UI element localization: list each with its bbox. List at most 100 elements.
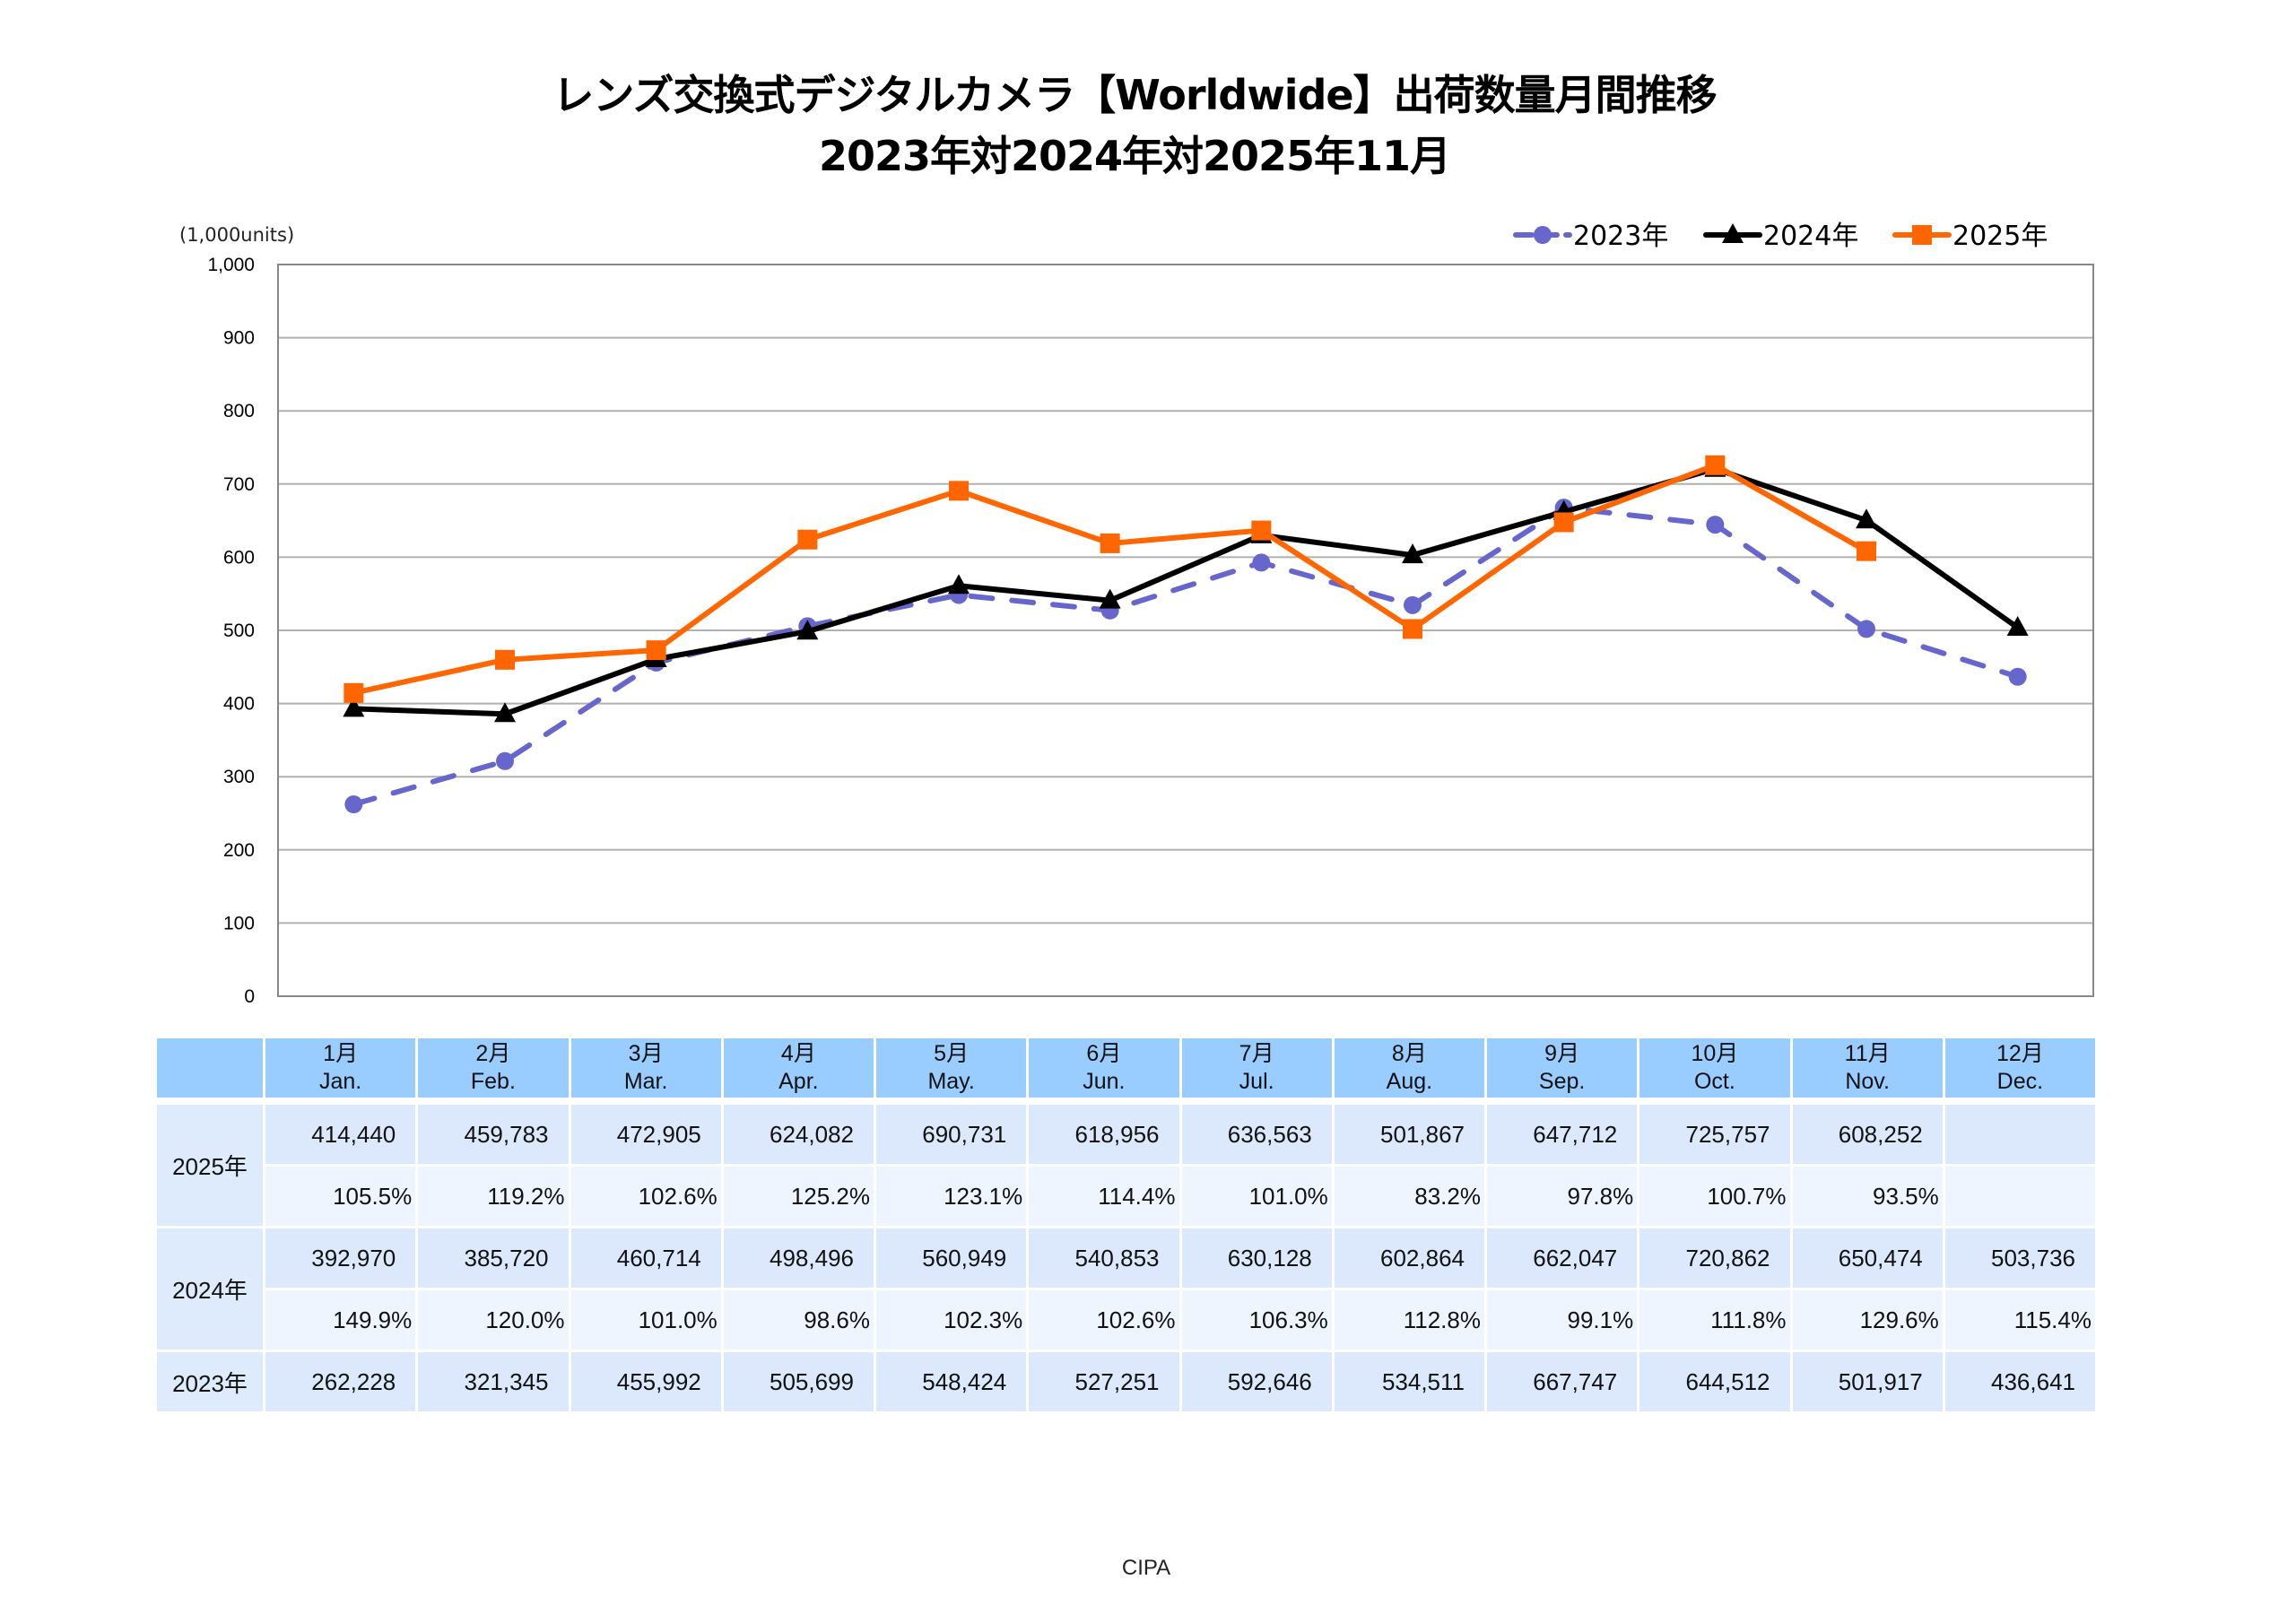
shipment-value-cell: 644,512 [1639,1352,1790,1411]
series-line [352,462,1868,696]
series-lines [343,455,2029,814]
data-point-triangle [1099,588,1121,609]
data-point-triangle [2006,615,2029,636]
month-en: Jul. [1239,1069,1274,1094]
shipment-value-cell: 725,757 [1639,1105,1790,1164]
yoy-percent-cell: 114.4% [1029,1167,1179,1226]
shipment-value-cell: 455,992 [570,1352,721,1411]
y-tick-label: 900 [223,328,255,349]
chart-title: レンズ交換式デジタルカメラ【Worldwide】出荷数量月間推移 [552,71,1717,119]
shipment-value-cell: 414,440 [265,1105,416,1164]
y-tick-label: 300 [223,767,255,787]
yoy-percent-cell: 112.8% [1334,1290,1484,1350]
yoy-percent-cell: 101.0% [1181,1167,1332,1226]
shipment-value-cell: 647,712 [1487,1105,1638,1164]
data-point-square [1403,619,1422,639]
source-label: CIPA [1121,1556,1171,1580]
data-point-square [344,682,364,703]
yoy-percent-cell [1944,1167,2095,1226]
month-en: Jan. [318,1069,362,1094]
shipment-value-cell: 650,474 [1792,1228,1943,1288]
yoy-percent-cell: 99.1% [1487,1290,1638,1350]
month-jp: 2月 [475,1041,511,1066]
data-point-triangle [796,620,819,640]
yoy-percent-cell: 120.0% [418,1290,569,1350]
month-en: Aug. [1386,1069,1433,1094]
table-row: 2024年 392,970 385,720 460,714 498,496 560,949… [157,1228,2095,1350]
shipment-value-cell: 498,496 [723,1228,874,1288]
month-header: 4月 Apr. [723,1038,874,1098]
yoy-percent-cell: 101.0% [570,1290,721,1350]
month-header: 1月 Jan. [265,1038,416,1098]
shipment-value-cell: 505,699 [723,1352,874,1411]
chart-subtitle: 2023年対2024年対2025年11月 [818,132,1451,180]
legend-item: 2024年 [1703,221,1858,252]
month-jp: 3月 [628,1041,664,1066]
data-point-triangle [1402,543,1423,564]
month-header: 6月 Jun. [1029,1038,1179,1098]
shipment-value-cell: 460,714 [570,1228,721,1288]
shipment-value-cell: 667,747 [1487,1352,1638,1411]
row-year-label: 2024年 [157,1228,263,1350]
month-header: 2月 Feb. [418,1038,569,1098]
month-header: 7月 Jul. [1181,1038,1332,1098]
month-jp: 5月 [934,1041,970,1066]
shipment-value-cell: 501,917 [1792,1352,1943,1411]
data-point-circle [2008,667,2027,686]
row-gap [157,1100,2095,1102]
yoy-percent-cell: 149.9% [265,1290,416,1350]
series-line [353,465,2020,717]
month-header: 9月 Sep. [1487,1038,1638,1098]
month-jp: 11月 [1844,1041,1891,1066]
table-row-yoy: 149.9% 120.0% 101.0% 98.6% 102.3% 102.6% 106.3… [157,1290,2095,1350]
month-en: Oct. [1693,1069,1735,1094]
plot-area [277,264,2094,997]
y-tick-label: 1,000 [207,255,255,275]
gridlines [278,336,2093,924]
shipment-value-cell: 459,783 [418,1105,569,1164]
y-tick-label: 100 [223,913,255,933]
shipment-value-cell [1944,1105,2095,1164]
legend-label: 2023年 [1573,221,1668,252]
y-tick-label: 700 [223,474,255,495]
month-en: Apr. [778,1069,819,1094]
month-jp: 8月 [1391,1041,1427,1066]
data-point-square [949,481,969,501]
shipment-value-cell: 690,731 [876,1105,1027,1164]
yoy-percent-cell: 93.5% [1792,1167,1943,1226]
data-point-circle [496,751,514,770]
data-point-square [1100,533,1120,553]
y-tick-label: 200 [223,840,255,861]
yoy-percent-cell: 102.6% [570,1167,721,1226]
yoy-percent-cell: 102.3% [876,1290,1027,1350]
month-jp: 7月 [1239,1041,1274,1066]
data-point-circle [1857,620,1875,638]
data-point-square [1705,455,1726,475]
legend-label: 2025年 [1952,221,2048,252]
legend-item: 2025年 [1892,221,2048,252]
yoy-percent-cell: 105.5% [265,1167,416,1226]
shipment-value-cell: 720,862 [1639,1228,1790,1288]
row-year-label: 2023年 [157,1352,263,1411]
shipment-value-cell: 503,736 [1944,1228,2095,1288]
table-header-row: 1月 Jan. 2月 Feb. 3月 Mar. 4月 Apr. 5月 May. 6月 Jun. 7月 Ju… [157,1038,2095,1098]
month-en: Sep. [1538,1069,1586,1094]
data-point-circle [1706,516,1725,534]
data-point-square [646,640,666,661]
yoy-percent-cell: 119.2% [418,1167,569,1226]
month-header: 5月 May. [876,1038,1027,1098]
month-jp: 1月 [323,1041,359,1066]
month-header: 11月 Nov. [1792,1038,1943,1098]
shipment-value-cell: 624,082 [723,1105,874,1164]
legend-triangle-icon [1722,223,1744,243]
month-jp: 10月 [1691,1041,1739,1066]
legend-item: 2023年 [1513,221,1668,252]
data-point-triangle [494,702,516,723]
legend-label: 2024年 [1763,221,1858,252]
series-2025年 [344,455,1876,703]
month-jp: 6月 [1086,1041,1122,1066]
yoy-percent-cell: 98.6% [723,1290,874,1350]
legend-square-icon [1912,225,1932,245]
shipment-value-cell: 534,511 [1334,1352,1484,1411]
